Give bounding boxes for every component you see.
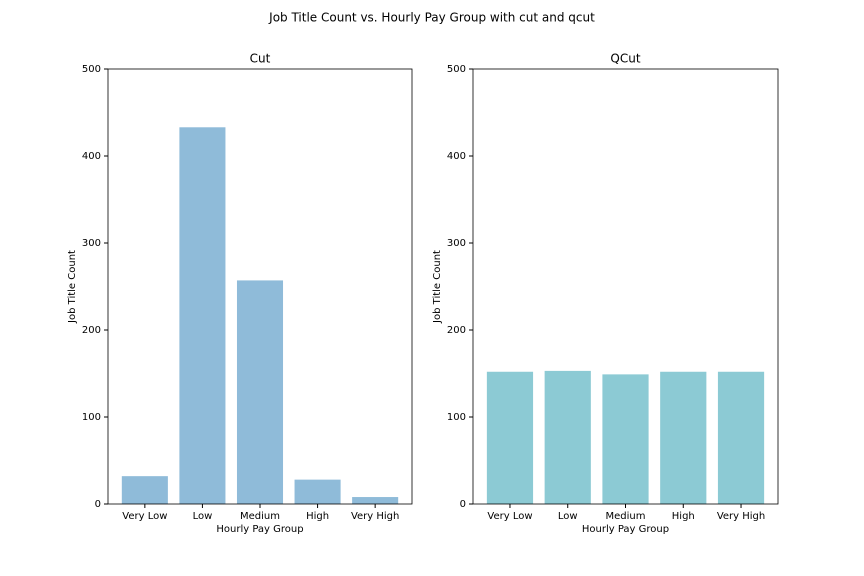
y-tick-label: 500 [82, 64, 101, 75]
y-axis-label: Job Title Count [67, 250, 78, 324]
y-tick-label: 0 [460, 499, 466, 510]
x-axis-label: Hourly Pay Group [582, 524, 669, 535]
bar [660, 371, 707, 504]
bar [602, 374, 649, 504]
x-tick-label: Medium [606, 511, 646, 522]
x-tick-label: Very Low [122, 511, 167, 522]
bar [352, 497, 399, 504]
x-tick-label: Very High [351, 511, 399, 522]
y-tick-label: 500 [447, 64, 466, 75]
bar [121, 476, 168, 504]
y-tick-label: 300 [447, 238, 466, 249]
bar [179, 127, 226, 504]
bar [717, 371, 765, 504]
axes-title: Cut [250, 52, 271, 66]
bar [236, 280, 284, 504]
x-tick-label: Medium [240, 511, 280, 522]
x-tick-label: High [306, 511, 329, 522]
y-tick-label: 200 [447, 325, 466, 336]
y-tick-label: 0 [95, 499, 101, 510]
x-tick-label: Very High [717, 511, 765, 522]
y-axis-label: Job Title Count [432, 250, 443, 324]
x-tick-label: Low [558, 511, 578, 522]
bar [544, 370, 591, 504]
x-tick-label: Very Low [487, 511, 532, 522]
y-tick-label: 100 [82, 412, 101, 423]
axes-title: QCut [610, 52, 640, 66]
x-tick-label: Low [193, 511, 213, 522]
x-tick-label: High [672, 511, 695, 522]
y-tick-label: 400 [82, 151, 101, 162]
x-axis-label: Hourly Pay Group [216, 524, 303, 535]
bar [294, 479, 341, 504]
y-tick-label: 400 [447, 151, 466, 162]
y-tick-label: 200 [82, 325, 101, 336]
y-tick-label: 100 [447, 412, 466, 423]
axes-frame [472, 68, 779, 505]
y-tick-label: 300 [82, 238, 101, 249]
figure-title: Job Title Count vs. Hourly Pay Group wit… [268, 11, 595, 25]
bar [486, 371, 534, 504]
axes-frame [107, 68, 413, 505]
